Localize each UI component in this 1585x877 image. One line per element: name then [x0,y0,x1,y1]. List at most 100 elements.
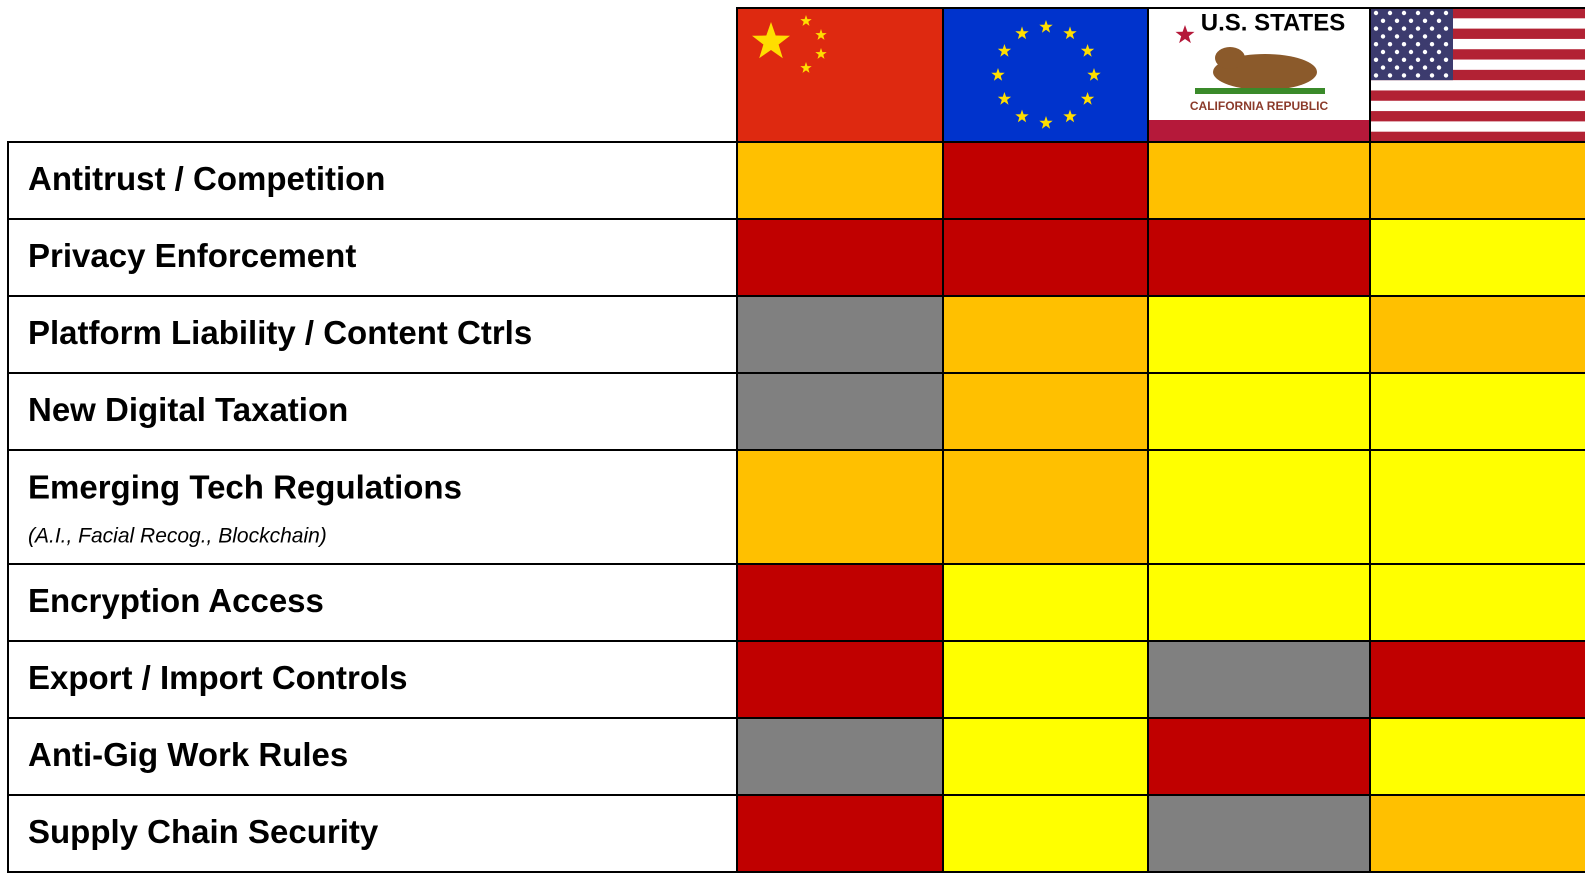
stripe [1370,131,1585,143]
star [997,44,1012,57]
us-flag [1370,8,1585,143]
california-label: CALIFORNIA REPUBLIC [1190,99,1329,113]
header-cell [1369,7,1585,143]
star [1373,26,1379,31]
cell [736,218,944,297]
star [1401,10,1407,16]
star [1387,73,1393,78]
star [1436,34,1442,39]
star [1394,49,1400,55]
star [1443,26,1449,31]
row-label: Emerging Tech Regulations [28,469,462,506]
cell [1369,563,1585,642]
star [1422,49,1428,55]
cell [1147,717,1371,796]
china-flag [737,8,943,142]
cell [1369,449,1585,565]
us-states-label: U.S. STATES [1201,9,1345,36]
star [1429,42,1435,47]
star [1373,42,1379,47]
cell [942,141,1149,220]
star [1080,92,1095,105]
star [1422,65,1428,70]
star [1387,42,1393,47]
cell [1147,372,1371,451]
stripe [1370,80,1585,91]
star [1429,10,1435,16]
star [1401,42,1407,47]
stripe [1370,49,1585,61]
cell [736,449,944,565]
cell [1369,141,1585,220]
stripe [1370,111,1585,122]
star [1443,57,1449,62]
row-label: Supply Chain Security [28,813,379,850]
ground [1195,88,1325,94]
cell [1369,794,1585,873]
star [1039,116,1053,129]
stripe [1370,38,1585,50]
row-label: Antitrust / Competition [28,160,385,197]
cell [736,372,944,451]
star [1443,10,1449,16]
row-note: (A.I., Facial Recog., Blockchain) [28,525,327,548]
star [1415,26,1421,31]
star [1373,73,1379,78]
star [1443,42,1449,47]
star [1436,49,1442,55]
california-stripe [1148,120,1370,142]
row-label-cell [7,563,738,642]
star [1373,10,1379,16]
cell [942,372,1149,451]
star [1401,73,1407,78]
cell [1147,794,1371,873]
star [991,68,1005,81]
star [1015,26,1029,40]
star [1408,65,1414,70]
stripe [1370,28,1585,40]
star [1380,34,1386,39]
star [1429,26,1435,31]
cell [1369,295,1585,374]
star [752,22,790,59]
star [1373,57,1379,62]
cell [1369,372,1585,451]
star [1175,25,1195,44]
cell [736,563,944,642]
flags: U.S. STATES CALIFORNIA REPUBLIC [737,8,1585,143]
star [1039,20,1053,33]
star [1063,26,1077,40]
star [1380,49,1386,55]
star [1087,68,1101,81]
star [800,15,812,26]
star [1380,65,1386,70]
star [1387,26,1393,31]
star [1436,18,1442,23]
cell [736,717,944,796]
star [1408,49,1414,55]
cell [1147,218,1371,297]
cell [1147,563,1371,642]
cell [942,295,1149,374]
cell [942,218,1149,297]
star [800,62,812,73]
star [1429,73,1435,78]
row-label: Anti-Gig Work Rules [28,736,348,773]
cell [942,640,1149,719]
table: Antitrust / Competition Privacy Enforceme… [7,7,1585,873]
star [1063,109,1077,123]
stripe [1370,100,1585,112]
star [1394,34,1400,39]
stripe [1370,8,1585,19]
row-label: Encryption Access [28,582,324,619]
cell [736,295,944,374]
star [1422,34,1428,39]
stripe [1370,121,1585,133]
star [1387,57,1393,62]
star [1380,18,1386,23]
cell [942,449,1149,565]
stripe [1370,18,1585,30]
cell [942,717,1149,796]
